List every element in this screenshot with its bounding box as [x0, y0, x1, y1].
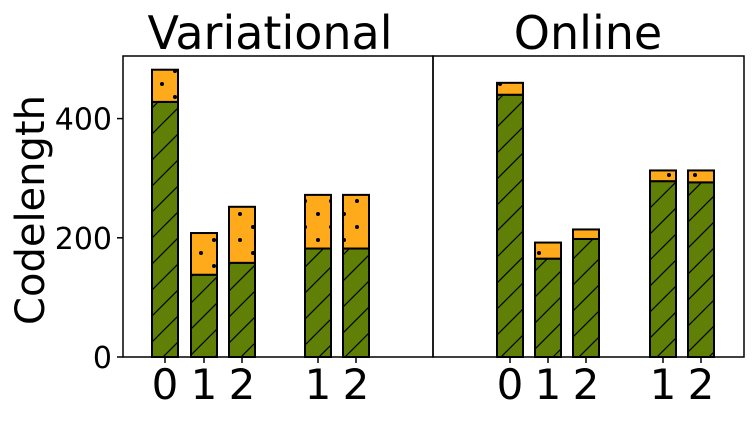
- bar-hatch-p1-c2-s0: [572, 237, 600, 358]
- axes-layer: [117, 55, 745, 363]
- bar-hatch-p1-c0-s1: [496, 81, 524, 96]
- bar-hatch-p0-c0-s1: [151, 68, 179, 103]
- x-tick-label-p0-c0: 0: [152, 360, 179, 409]
- x-tick-label-p0-c4: 2: [343, 360, 370, 409]
- x-tick-label-p0-c2: 2: [229, 360, 256, 409]
- bar-hatch-p1-c4-s0: [687, 181, 715, 358]
- panel-frame-1: [432, 55, 745, 358]
- x-tick-label-p1-c3: 1: [650, 360, 677, 409]
- bar-hatch-p1-c3-s0: [649, 180, 677, 358]
- panel-title-variational: Variational: [147, 6, 392, 60]
- x-tick-label-p0-c1: 1: [191, 360, 218, 409]
- bar-hatch-p0-c4-s0: [342, 247, 370, 359]
- bar-hatch-p1-c0-s0: [496, 93, 524, 358]
- x-tick-label-p1-c1: 1: [535, 360, 562, 409]
- bar-hatch-p1-c2-s1: [572, 228, 600, 240]
- bar-hatch-p0-c2-s0: [228, 261, 256, 358]
- bar-hatch-p0-c3-s1: [304, 193, 332, 250]
- y-tick-label-2: 400: [55, 103, 112, 138]
- y-tick-label-1: 200: [55, 222, 112, 257]
- x-tick-label-p0-c3: 1: [305, 360, 332, 409]
- y-tick-label-0: 0: [93, 341, 112, 376]
- bar-hatch-p0-c4-s1: [342, 193, 370, 250]
- x-tick-label-p1-c2: 2: [573, 360, 600, 409]
- bars-layer: [151, 68, 715, 359]
- x-tick-label-p1-c4: 2: [688, 360, 715, 409]
- bar-hatch-p1-c1-s0: [534, 257, 562, 359]
- bar-hatch-p0-c2-s1: [228, 205, 256, 264]
- panel-title-online: Online: [514, 6, 662, 60]
- x-tick-label-p1-c0: 0: [497, 360, 524, 409]
- bar-hatch-p1-c4-s1: [687, 169, 715, 184]
- bar-hatch-p1-c3-s1: [649, 169, 677, 183]
- bar-hatch-p0-c1-s1: [190, 232, 218, 276]
- bar-hatch-p0-c0-s0: [151, 100, 179, 358]
- bar-hatch-p1-c1-s1: [534, 241, 562, 260]
- bar-hatch-p0-c3-s0: [304, 247, 332, 359]
- y-axis-label: Codelength: [8, 95, 54, 325]
- bar-hatch-p0-c1-s0: [190, 273, 218, 358]
